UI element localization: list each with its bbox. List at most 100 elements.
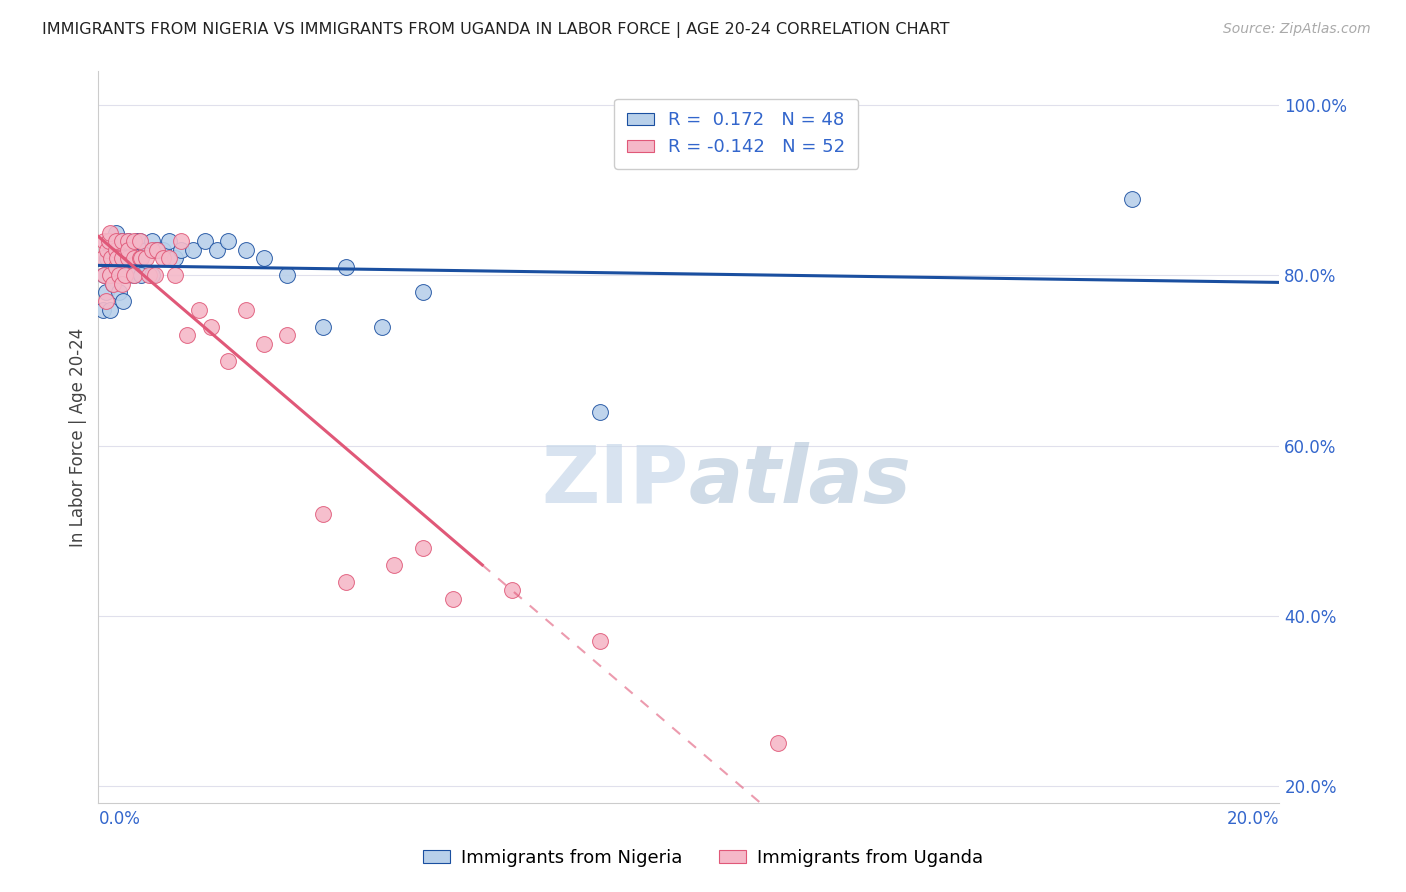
Point [100,252,122,266]
Point [205,243,228,257]
Point [112,293,135,308]
Point [170,243,193,257]
Point [1121,192,1143,206]
Point [108,268,131,283]
Point [100,243,122,257]
Point [96,252,118,266]
Point [412,285,434,300]
Point [128,235,150,249]
Point [152,252,174,266]
Point [122,252,145,266]
Point [128,235,150,249]
Point [98,268,121,283]
Point [111,277,134,291]
Point [253,336,276,351]
Point [165,252,187,266]
Point [111,235,134,249]
Point [181,243,204,257]
Point [235,243,257,257]
Point [98,235,121,249]
Point [93,235,115,249]
Point [176,328,198,343]
Point [98,226,121,240]
Legend: R =  0.172   N = 48, R = -0.142   N = 52: R = 0.172 N = 48, R = -0.142 N = 52 [614,99,858,169]
Point [217,353,239,368]
Point [98,235,121,249]
Point [129,268,152,283]
Point [117,268,139,283]
Point [93,268,115,283]
Point [589,404,612,418]
Point [108,285,131,300]
Point [122,235,145,249]
Point [128,252,150,266]
Point [117,235,139,249]
Point [165,268,187,283]
Y-axis label: In Labor Force | Age 20-24: In Labor Force | Age 20-24 [69,327,87,547]
Point [146,243,169,257]
Point [125,235,148,249]
Point [103,277,125,291]
Point [105,260,128,274]
Point [128,252,150,266]
Point [335,574,357,589]
Point [312,507,335,521]
Point [276,268,298,283]
Point [105,243,128,257]
Point [412,541,434,555]
Point [157,235,180,249]
Point [117,235,139,249]
Text: 20.0%: 20.0% [1227,810,1279,828]
Point [143,268,166,283]
Point [312,319,335,334]
Point [187,302,209,317]
Point [253,252,276,266]
Point [589,634,612,648]
Text: 0.0%: 0.0% [98,810,141,828]
Point [105,226,128,240]
Point [96,243,118,257]
Text: Source: ZipAtlas.com: Source: ZipAtlas.com [1223,22,1371,37]
Point [217,235,239,249]
Point [141,243,163,257]
Point [105,252,128,266]
Point [98,302,121,317]
Point [93,268,115,283]
Point [103,277,125,291]
Point [200,319,222,334]
Point [138,268,160,283]
Point [105,243,128,257]
Point [117,252,139,266]
Point [371,319,394,334]
Point [170,235,193,249]
Point [111,252,134,266]
Point [117,243,139,257]
Point [129,252,152,266]
Point [105,235,128,249]
Legend: Immigrants from Nigeria, Immigrants from Uganda: Immigrants from Nigeria, Immigrants from… [416,842,990,874]
Point [501,583,523,598]
Point [120,252,142,266]
Point [141,268,163,283]
Point [335,260,357,274]
Point [94,285,117,300]
Text: ZIP: ZIP [541,442,689,520]
Point [105,252,128,266]
Text: IMMIGRANTS FROM NIGERIA VS IMMIGRANTS FROM UGANDA IN LABOR FORCE | AGE 20-24 COR: IMMIGRANTS FROM NIGERIA VS IMMIGRANTS FR… [42,22,949,38]
Point [152,243,174,257]
Point [194,235,217,249]
Point [111,235,134,249]
Point [105,268,128,283]
Point [111,268,134,283]
Point [122,243,145,257]
Point [122,268,145,283]
Point [235,302,257,317]
Point [157,252,180,266]
Point [146,243,169,257]
Point [382,558,405,572]
Point [122,268,145,283]
Point [135,243,157,257]
Point [94,293,117,308]
Point [141,235,163,249]
Point [91,252,114,266]
